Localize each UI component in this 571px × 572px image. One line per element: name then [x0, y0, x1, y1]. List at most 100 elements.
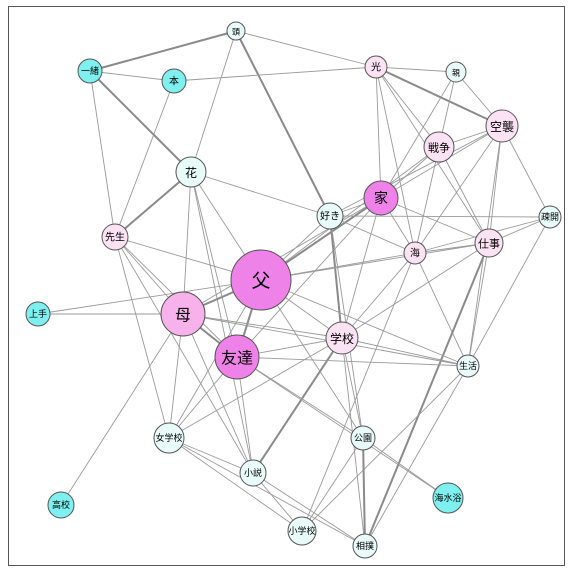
node-label: 花	[185, 165, 197, 180]
node-上手[interactable]: 上手	[25, 301, 51, 327]
node-友達[interactable]: 友達	[214, 334, 260, 380]
node-circle	[175, 156, 207, 188]
edge-母-高校	[60, 313, 184, 506]
node-公園[interactable]: 公園	[350, 425, 376, 451]
node-戦争[interactable]: 戦争	[423, 131, 455, 163]
node-学校[interactable]: 学校	[325, 321, 359, 355]
edge-花-小説	[190, 171, 254, 474]
node-label: 空襲	[490, 119, 514, 134]
node-親[interactable]: 親	[445, 61, 467, 83]
node-母[interactable]: 母	[160, 291, 206, 337]
node-label: 光	[371, 61, 381, 74]
node-生活[interactable]: 生活	[456, 354, 480, 378]
node-光[interactable]: 光	[364, 55, 388, 79]
edge-小説-相撲	[252, 472, 366, 547]
edge-本-先生	[114, 80, 175, 238]
edge-好き-学校	[329, 215, 343, 339]
node-circle	[161, 68, 187, 94]
edge-好き-疎開	[329, 215, 551, 218]
edge-頭-光	[235, 30, 377, 68]
node-circle	[423, 131, 455, 163]
node-circle	[474, 228, 504, 258]
node-circle	[363, 180, 399, 216]
edge-家-学校	[341, 197, 382, 339]
edge-家-仕事	[380, 197, 490, 244]
edge-戦争-父	[260, 146, 440, 281]
node-circle	[325, 321, 359, 355]
edge-上手-父	[37, 279, 262, 315]
edge-花-先生	[114, 171, 192, 238]
node-頭[interactable]: 頭	[226, 21, 246, 41]
edge-公園-小学校	[301, 437, 364, 532]
node-label: 疎開	[541, 212, 559, 223]
node-circle	[287, 516, 317, 546]
edge-空襲-海	[414, 125, 503, 254]
edge-母-学校	[182, 313, 343, 339]
node-circle	[153, 422, 185, 454]
edge-頭-一緒	[89, 30, 237, 72]
node-相撲[interactable]: 相撲	[352, 533, 378, 559]
node-circle	[47, 491, 75, 519]
node-circle	[403, 241, 427, 265]
node-label: 親	[452, 68, 460, 78]
node-小説[interactable]: 小説	[239, 459, 267, 487]
edge-公園-海水浴	[362, 437, 449, 499]
node-女学校[interactable]: 女学校	[153, 422, 185, 454]
node-circle	[25, 301, 51, 327]
node-高校[interactable]: 高校	[47, 491, 75, 519]
node-label: 父	[251, 270, 270, 292]
edge-光-戦争	[375, 66, 440, 148]
node-circle	[230, 249, 292, 311]
node-疎開[interactable]: 疎開	[538, 205, 562, 229]
edge-母-生活	[182, 313, 469, 367]
edge-女学校-小学校	[168, 437, 303, 532]
node-circle	[239, 459, 267, 487]
edge-女学校-相撲	[168, 437, 366, 547]
node-circle	[77, 58, 103, 84]
node-花[interactable]: 花	[175, 156, 207, 188]
node-先生[interactable]: 先生	[101, 223, 129, 251]
node-layer: 頭一緒本 光親空襲戦争花家好き 疎開先生海 仕事父上手 母学校 友達 生活女学校 公園小説高校…	[25, 21, 562, 559]
edge-花-母	[182, 171, 192, 315]
node-海[interactable]: 海	[403, 241, 427, 265]
node-circle	[432, 482, 464, 514]
edge-仕事-生活	[467, 242, 490, 367]
node-label: 頭	[232, 28, 240, 37]
edge-海-生活	[414, 252, 469, 367]
edge-家-友達	[236, 197, 382, 358]
node-小学校[interactable]: 小学校	[287, 516, 317, 546]
node-空襲[interactable]: 空襲	[485, 109, 519, 143]
node-circle	[352, 533, 378, 559]
node-海水浴[interactable]: 海水浴	[432, 482, 464, 514]
node-label: 本	[169, 75, 179, 88]
node-label: 一緒	[81, 65, 99, 77]
node-circle	[485, 109, 519, 143]
edge-仕事-相撲	[364, 242, 490, 547]
edge-疎開-生活	[467, 216, 551, 367]
edge-頭-花	[190, 30, 237, 173]
edge-戦争-仕事	[438, 146, 490, 244]
edge-一緒-先生	[89, 70, 116, 238]
node-仕事[interactable]: 仕事	[474, 228, 504, 258]
node-label: 小学校	[288, 525, 315, 537]
edge-光-海	[375, 66, 416, 254]
edge-生活-相撲	[364, 365, 469, 547]
edge-好き-花	[190, 171, 331, 217]
node-label: 先生	[105, 231, 125, 244]
node-家[interactable]: 家	[363, 180, 399, 216]
edge-好き-海	[329, 215, 416, 254]
edge-学校-公園	[341, 337, 364, 439]
node-本[interactable]: 本	[161, 68, 187, 94]
node-label: 好き	[320, 211, 340, 223]
edge-頭-好き	[235, 30, 331, 217]
edge-先生-女学校	[114, 236, 170, 439]
node-父[interactable]: 父	[230, 249, 292, 311]
node-label: 仕事	[478, 238, 500, 251]
node-circle	[214, 334, 260, 380]
node-一緒[interactable]: 一緒	[77, 58, 103, 84]
edge-花-友達	[190, 171, 238, 358]
edge-空襲-仕事	[488, 125, 503, 244]
node-label: 海	[410, 247, 420, 260]
node-label: 母	[175, 306, 191, 325]
node-好き[interactable]: 好き	[316, 202, 344, 230]
